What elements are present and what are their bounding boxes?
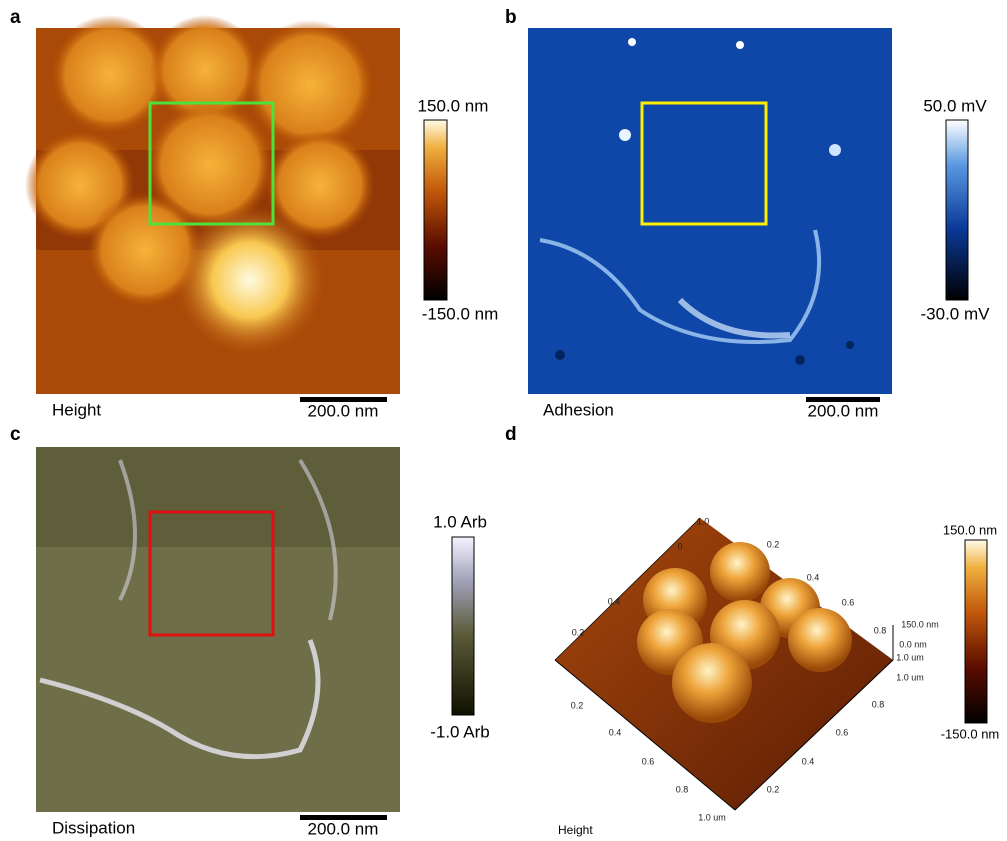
axis-label-3d: 0.4 — [802, 756, 815, 766]
axis-label-3d: 0.8 — [872, 699, 885, 709]
colorbar — [965, 540, 987, 723]
colorbar-max: 150.0 nm — [418, 96, 489, 115]
figure: a Height 200.0 nm 150.0 nm -150.0 nm b A… — [0, 0, 1007, 841]
axis-label-3d: 1.0 um — [698, 812, 726, 822]
colorbar-min: -30.0 mV — [921, 304, 991, 323]
axis-label-3d: 1.0 um — [896, 652, 924, 662]
panel-label: a — [10, 7, 21, 28]
axis-label-3d: 0.6 — [842, 597, 855, 607]
colorbar-max: 150.0 nm — [943, 522, 997, 537]
colorbar-max: 1.0 Arb — [433, 512, 487, 531]
scale-label: 200.0 nm — [308, 819, 379, 838]
axis-label-3d: 0.2 — [767, 784, 780, 794]
caption: Height — [52, 400, 101, 419]
axis-label-3d: 0.2 — [572, 627, 585, 637]
axis-label-3d: 0.8 — [676, 784, 689, 794]
colorbar-min: -1.0 Arb — [430, 722, 490, 741]
scale-label: 200.0 nm — [808, 401, 879, 420]
axis-label-3d: 0.0 nm — [899, 639, 927, 649]
panel-label: d — [505, 424, 517, 445]
axis-label-3d: 0.4 — [609, 727, 622, 737]
caption: Dissipation — [52, 818, 135, 837]
height-image — [25, 15, 400, 394]
axis-label-3d: 0.2 — [571, 700, 584, 710]
axis-label-3d: 0.6 — [836, 727, 849, 737]
axis-label-3d: 0.4 — [608, 596, 621, 606]
scale-label: 200.0 nm — [308, 401, 379, 420]
colorbar — [452, 537, 474, 715]
colorbar-max: 50.0 mV — [923, 96, 987, 115]
colorbar — [946, 120, 968, 300]
axis-label-3d: 1.0 — [697, 516, 710, 526]
axis-label-3d: 0.6 — [642, 756, 655, 766]
axis-label-3d: 0.8 — [874, 625, 887, 635]
axis-label-3d: 0.2 — [767, 539, 780, 549]
dissipation-image — [36, 447, 400, 812]
axis-label-3d: 1.0 um — [896, 672, 924, 682]
colorbar-min: -150.0 nm — [422, 304, 499, 323]
axis-label-3d: 150.0 nm — [901, 619, 939, 629]
adhesion-image — [528, 28, 892, 394]
axis-label-3d: 0.4 — [807, 572, 820, 582]
axis-label-3d: 0 — [677, 541, 682, 551]
colorbar-min: -150.0 nm — [941, 726, 1000, 741]
caption: Adhesion — [543, 400, 614, 419]
panel-label: b — [505, 7, 517, 28]
colorbar — [424, 120, 447, 300]
height-3d-image — [555, 518, 893, 810]
panel-label: c — [10, 424, 21, 445]
caption: Height — [558, 823, 593, 837]
figure-svg: a Height 200.0 nm 150.0 nm -150.0 nm b A… — [0, 0, 1007, 841]
